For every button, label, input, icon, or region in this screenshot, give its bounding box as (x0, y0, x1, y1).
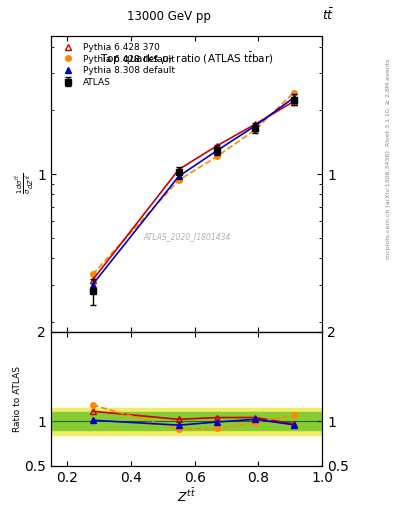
Line: Pythia 8.308 default: Pythia 8.308 default (89, 94, 297, 288)
Text: mcplots.cern.ch [arXiv:1306.3436]: mcplots.cern.ch [arXiv:1306.3436] (386, 151, 391, 259)
Pythia 8.308 default (215, 147, 219, 154)
Y-axis label: Ratio to ATLAS: Ratio to ATLAS (13, 366, 22, 432)
Text: Top quarks $p_{T}$ ratio (ATLAS t$\bar{t}$bar): Top quarks $p_{T}$ ratio (ATLAS t$\bar{t… (100, 51, 274, 67)
Y-axis label: $\frac{1}{\sigma}\frac{d\sigma^{t\bar{t}}}{dZ^{t\bar{t}}}$: $\frac{1}{\sigma}\frac{d\sigma^{t\bar{t}… (13, 173, 36, 194)
Pythia 8.308 default (291, 95, 296, 101)
Pythia 6.428 370 (215, 143, 219, 149)
Legend: Pythia 6.428 370, Pythia 6.428 default, Pythia 8.308 default, ATLAS: Pythia 6.428 370, Pythia 6.428 default, … (55, 40, 177, 90)
Pythia 6.428 default (253, 126, 258, 133)
Pythia 8.308 default (90, 282, 95, 288)
Text: ATLAS_2020_I1801434: ATLAS_2020_I1801434 (143, 232, 230, 241)
Bar (51, 408, 322, 435)
Pythia 8.308 default (176, 173, 181, 179)
Text: $t\bar{t}$: $t\bar{t}$ (322, 8, 334, 23)
Pythia 8.308 default (253, 123, 258, 129)
Pythia 6.428 370 (90, 277, 95, 283)
X-axis label: $Z^{t\bar{t}}$: $Z^{t\bar{t}}$ (177, 487, 196, 505)
Pythia 6.428 default (90, 271, 95, 278)
Pythia 6.428 370 (176, 166, 181, 173)
Text: 13000 GeV pp: 13000 GeV pp (127, 10, 211, 23)
Pythia 6.428 default (176, 177, 181, 183)
Pythia 6.428 370 (291, 98, 296, 104)
Line: Pythia 6.428 default: Pythia 6.428 default (90, 90, 296, 277)
Pythia 6.428 default (215, 154, 219, 160)
Bar (51, 412, 322, 430)
Pythia 6.428 370 (253, 121, 258, 127)
Text: Rivet 3.1.10, ≥ 2.8M events: Rivet 3.1.10, ≥ 2.8M events (386, 59, 391, 146)
Pythia 6.428 default (291, 90, 296, 96)
Line: Pythia 6.428 370: Pythia 6.428 370 (89, 98, 297, 284)
